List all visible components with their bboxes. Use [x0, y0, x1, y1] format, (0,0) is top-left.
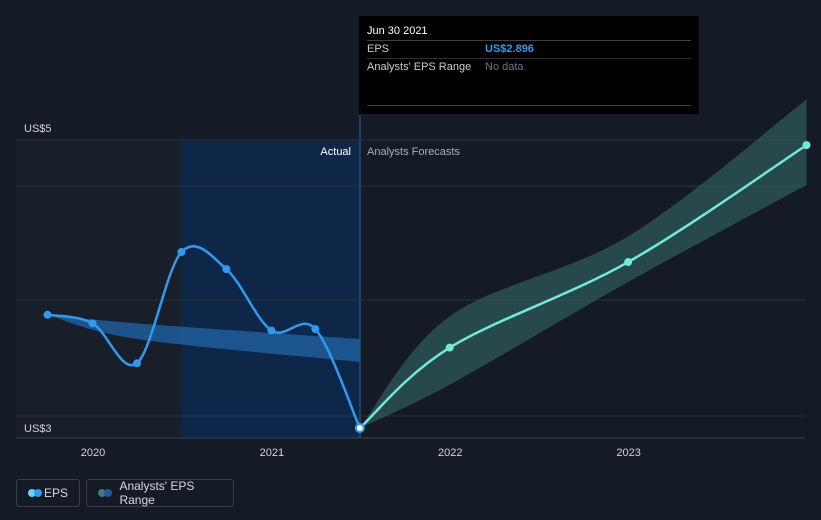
eps-actual-point — [354, 423, 365, 433]
actual-period-shade — [181, 140, 360, 438]
y-tick-label-bottom: US$3 — [24, 423, 52, 435]
eps-actual-point — [43, 310, 52, 319]
legend-range-toggle[interactable]: Analysts' EPS Range — [86, 479, 234, 507]
legend-range-label: Analysts' EPS Range — [119, 479, 195, 507]
range-legend-icon — [98, 489, 112, 497]
eps-forecast-line — [359, 144, 808, 429]
tooltip-eps-value: US$2.896 — [485, 43, 534, 55]
x-tick-label: 2023 — [616, 447, 640, 459]
x-tick-label: 2021 — [260, 447, 284, 459]
eps-actual-point — [177, 248, 186, 257]
tooltip-range-value: No data — [485, 61, 524, 73]
tooltip-date: Jun 30 2021 — [367, 16, 691, 41]
x-tick-label: 2020 — [81, 447, 105, 459]
eps-actual-point — [222, 265, 231, 274]
forecast-section-label: Analysts Forecasts — [367, 146, 460, 158]
x-tick-label: 2022 — [438, 447, 462, 459]
tooltip-eps-label: EPS — [367, 43, 390, 55]
eps-legend-icon — [28, 489, 42, 497]
legend-eps-label: EPS — [43, 486, 68, 500]
forecast-range-band — [359, 99, 807, 429]
legend-eps-toggle[interactable]: EPS — [16, 479, 80, 507]
eps-actual-point — [132, 359, 141, 368]
actual-section-label: Actual — [320, 146, 351, 158]
eps-forecast-point — [624, 258, 633, 267]
historical-range-band — [47, 314, 360, 362]
eps-forecast-point — [802, 141, 811, 150]
tooltip-range-label: Analysts' EPS Range — [367, 61, 472, 73]
past-period-shade — [16, 140, 181, 438]
eps-actual-point — [267, 326, 276, 335]
hover-tooltip: Jun 30 2021 EPS US$2.896 Analysts' EPS R… — [359, 16, 699, 114]
tooltip-range-row: Analysts' EPS Range No data — [367, 59, 691, 76]
eps-actual-point — [88, 319, 97, 328]
eps-actual-point — [311, 325, 320, 334]
y-tick-label-top: US$5 — [24, 123, 52, 135]
tooltip-eps-row: EPS US$2.896 — [367, 41, 691, 59]
eps-forecast-point — [445, 343, 454, 352]
tooltip-divider — [367, 105, 691, 106]
